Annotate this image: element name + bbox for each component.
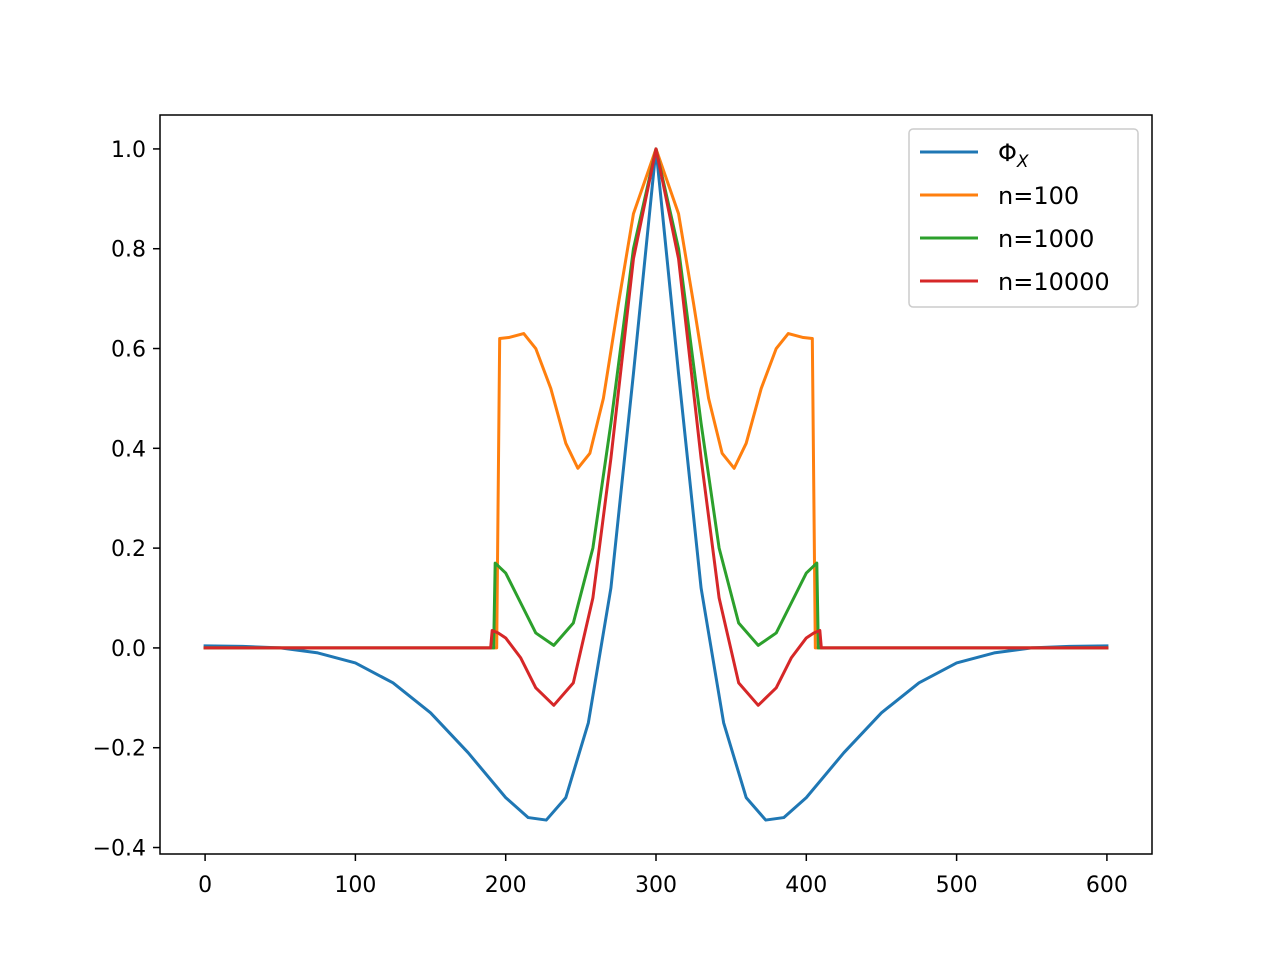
- legend-label-subscript: X: [1016, 152, 1029, 172]
- y-tick-label: −0.4: [93, 837, 146, 862]
- legend-label-0: ΦX: [998, 139, 1029, 172]
- x-tick-label: 0: [198, 873, 212, 898]
- x-tick-label: 200: [485, 873, 527, 898]
- legend-label-3: n=10000: [998, 268, 1110, 296]
- y-tick-label: 0.4: [111, 437, 146, 462]
- x-tick-label: 100: [334, 873, 376, 898]
- x-tick-label: 500: [936, 873, 978, 898]
- y-tick-label: 1.0: [111, 138, 146, 163]
- x-tick-label: 600: [1086, 873, 1128, 898]
- legend-label-2: n=1000: [998, 225, 1094, 253]
- y-tick-label: 0.2: [111, 537, 146, 562]
- y-tick-label: 0.6: [111, 338, 146, 363]
- legend-label-text: n=10000: [998, 268, 1110, 296]
- legend-label-text: Φ: [998, 139, 1017, 167]
- series-layer: [203, 147, 1109, 822]
- x-axis: 0 100 200 300 400 500 600: [198, 854, 1128, 898]
- legend-box: [908, 128, 1139, 308]
- y-tick-label: 0.0: [111, 637, 146, 662]
- x-tick-label: 300: [635, 873, 677, 898]
- x-tick-label: 400: [785, 873, 827, 898]
- legend-label-1: n=100: [998, 182, 1079, 210]
- legend-label-text: n=1000: [998, 225, 1094, 253]
- legend-label-text: n=100: [998, 182, 1079, 210]
- y-tick-label: 0.8: [111, 238, 146, 263]
- y-tick-label: −0.2: [93, 737, 146, 762]
- y-axis: −0.4 −0.2 0.0 0.2 0.4 0.6 0.8 1.0: [93, 138, 160, 862]
- series-line-3: [203, 147, 1109, 707]
